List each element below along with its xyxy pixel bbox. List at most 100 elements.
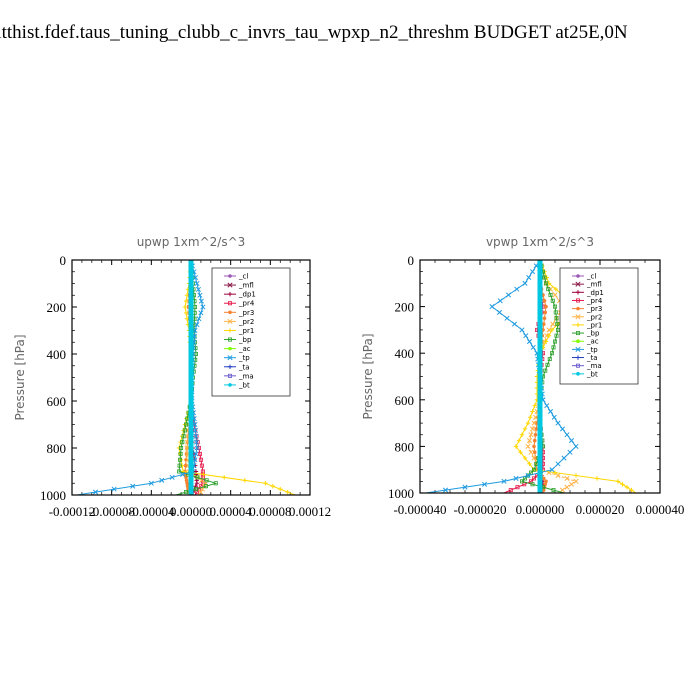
data-point bbox=[201, 472, 206, 477]
data-point bbox=[518, 450, 523, 455]
data-point bbox=[573, 478, 579, 484]
plot-area bbox=[425, 260, 637, 493]
x-tick-label: -0.00008 bbox=[88, 504, 135, 519]
data-point bbox=[189, 399, 193, 403]
data-point bbox=[544, 281, 549, 286]
data-point bbox=[189, 275, 193, 280]
data-point bbox=[538, 363, 542, 367]
legend-marker bbox=[575, 314, 581, 320]
data-point bbox=[192, 421, 198, 428]
data-point bbox=[546, 327, 552, 333]
data-point bbox=[544, 275, 549, 280]
data-point bbox=[497, 298, 503, 304]
data-point bbox=[263, 481, 268, 486]
data-point bbox=[192, 275, 199, 281]
y-tick-label: 0 bbox=[60, 253, 67, 268]
data-point bbox=[198, 489, 204, 495]
data-point bbox=[496, 309, 503, 315]
data-point bbox=[564, 432, 570, 438]
data-point bbox=[629, 487, 634, 493]
data-point bbox=[542, 316, 547, 321]
data-point bbox=[529, 470, 534, 475]
legend-label: _mfl bbox=[586, 281, 602, 289]
legend-label: _ta bbox=[586, 354, 598, 362]
data-point bbox=[534, 427, 539, 431]
data-point bbox=[555, 322, 560, 327]
data-point bbox=[538, 421, 542, 425]
data-point bbox=[543, 482, 548, 487]
data-point bbox=[189, 287, 193, 292]
data-point bbox=[543, 339, 549, 344]
legend-marker bbox=[575, 322, 581, 328]
data-point bbox=[538, 386, 542, 390]
data-point bbox=[567, 449, 573, 455]
data-point bbox=[538, 473, 542, 478]
series-tp bbox=[425, 260, 579, 493]
data-point bbox=[538, 380, 542, 385]
x-tick-label: -0.000020 bbox=[453, 502, 506, 517]
data-point bbox=[189, 322, 193, 327]
legend-label: _cl bbox=[586, 273, 596, 281]
data-point bbox=[528, 415, 533, 420]
data-point bbox=[538, 293, 542, 297]
legend-marker bbox=[576, 274, 580, 278]
data-point bbox=[553, 304, 558, 309]
data-point bbox=[184, 293, 190, 298]
legend-marker bbox=[575, 290, 581, 295]
data-point bbox=[538, 398, 542, 402]
legend-label: _mfl bbox=[238, 282, 254, 290]
data-point bbox=[525, 443, 531, 449]
data-point bbox=[189, 387, 193, 392]
data-point bbox=[193, 433, 199, 439]
data-point bbox=[177, 469, 182, 474]
data-point bbox=[189, 490, 193, 494]
data-point bbox=[552, 470, 558, 475]
data-point bbox=[568, 481, 575, 487]
data-point bbox=[177, 463, 182, 468]
data-point bbox=[555, 461, 561, 467]
data-point bbox=[519, 432, 525, 437]
data-point bbox=[538, 488, 542, 492]
data-point bbox=[538, 479, 542, 484]
data-point bbox=[178, 451, 183, 456]
data-point bbox=[189, 393, 193, 397]
data-point bbox=[198, 310, 204, 316]
data-point bbox=[189, 472, 193, 477]
data-point bbox=[526, 338, 533, 345]
data-point bbox=[489, 304, 495, 310]
data-point bbox=[547, 357, 552, 362]
data-point bbox=[189, 481, 193, 486]
x-tick-label: 0.000020 bbox=[576, 502, 625, 517]
data-point bbox=[505, 292, 512, 298]
data-point bbox=[538, 287, 542, 291]
data-point bbox=[532, 450, 537, 455]
data-point bbox=[531, 420, 537, 426]
data-point bbox=[192, 457, 198, 463]
data-point bbox=[179, 463, 185, 468]
data-point bbox=[204, 478, 209, 483]
legend: _cl_mfl_dp1_pr4_pr3_pr2_pr1_bp_ac_tp_ta_… bbox=[211, 267, 291, 397]
data-point bbox=[189, 346, 193, 350]
data-point bbox=[533, 432, 538, 437]
data-point bbox=[538, 438, 542, 443]
data-point bbox=[189, 340, 193, 345]
legend-label: _ac bbox=[238, 345, 251, 353]
data-point bbox=[194, 481, 200, 486]
data-point bbox=[538, 310, 542, 315]
data-point bbox=[203, 484, 208, 489]
series-line bbox=[76, 260, 204, 495]
data-point bbox=[197, 451, 202, 456]
data-point bbox=[189, 440, 193, 444]
data-point bbox=[531, 455, 537, 461]
data-point bbox=[573, 473, 579, 478]
legend-label: _pr2 bbox=[238, 318, 254, 326]
data-point bbox=[193, 487, 198, 492]
data-point bbox=[526, 438, 533, 444]
legend-label: _ma bbox=[238, 372, 254, 380]
data-point bbox=[538, 432, 542, 437]
data-point bbox=[549, 327, 555, 333]
data-point bbox=[522, 280, 528, 286]
data-point bbox=[183, 463, 188, 468]
data-point bbox=[516, 438, 522, 443]
